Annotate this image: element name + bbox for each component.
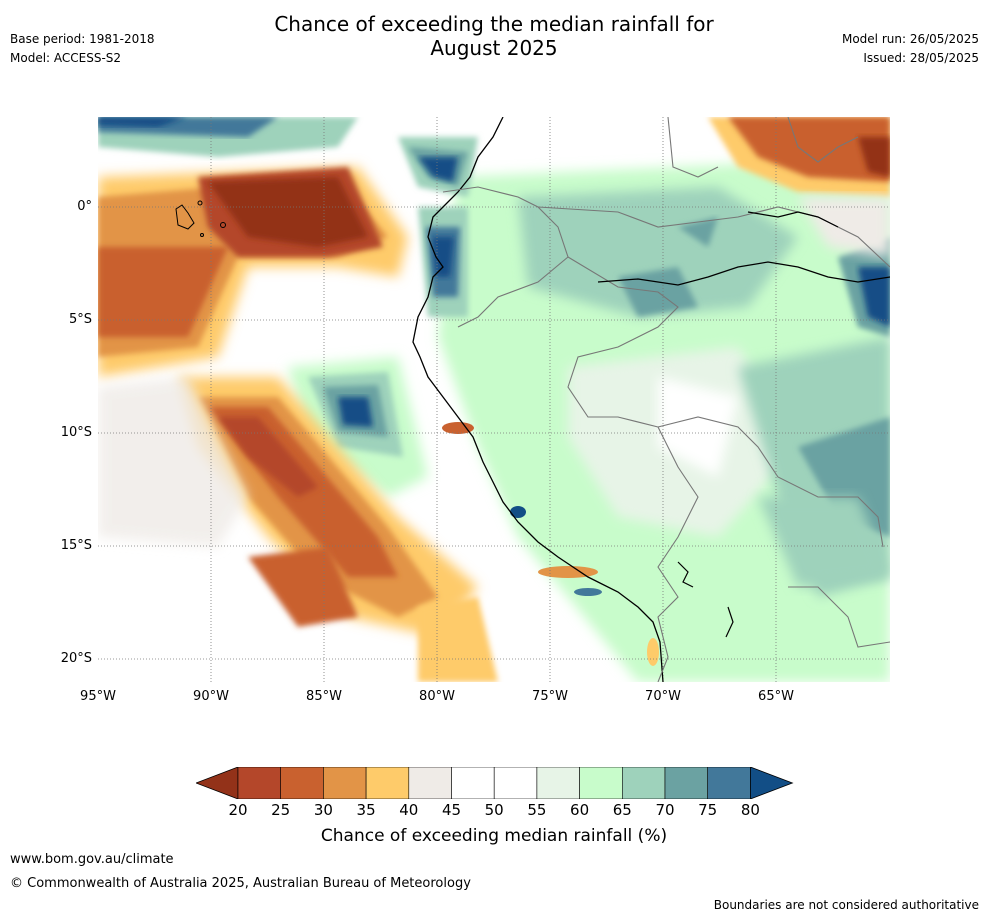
- copyright-text: © Commonwealth of Australia 2025, Austra…: [10, 876, 471, 891]
- lat-label: 0°: [77, 199, 92, 214]
- disclaimer-text: Boundaries are not considered authoritat…: [713, 898, 979, 912]
- colorbar-segment: [621, 766, 666, 800]
- model-run: Model run: 26/05/2025: [841, 32, 979, 46]
- coastline: [412, 117, 664, 682]
- title-line-2: August 2025: [430, 36, 558, 60]
- colorbar-tick-label: 70: [655, 801, 675, 819]
- base-period: Base period: 1981-2018: [10, 32, 155, 46]
- country-borders: [442, 117, 890, 682]
- colorbar-tick-label: 75: [698, 801, 718, 819]
- lon-label: 70°W: [645, 689, 681, 704]
- lon-label: 95°W: [80, 689, 116, 704]
- lon-label: 80°W: [419, 689, 455, 704]
- lat-label: 15°S: [60, 538, 92, 553]
- dry-spot: [647, 638, 659, 666]
- lat-label: 20°S: [60, 651, 92, 666]
- colorbar-arrow-low: [194, 766, 239, 800]
- dry-spot: [538, 566, 598, 578]
- colorbar-tick-label: 25: [271, 801, 291, 819]
- issued-date: Issued: 28/05/2025: [863, 51, 979, 65]
- colorbar-segment: [323, 766, 367, 800]
- model-name: Model: ACCESS-S2: [10, 51, 122, 65]
- colorbar-label: Chance of exceeding median rainfall (%): [320, 826, 668, 846]
- rainfall-map: [98, 117, 890, 682]
- meta-right: Model run: 26/05/2025 Issued: 28/05/2025: [842, 30, 979, 68]
- colorbar-tick-label: 45: [441, 801, 462, 819]
- colorbar-svg: [194, 766, 794, 800]
- lat-label: 10°S: [60, 425, 92, 440]
- title-line-1: Chance of exceeding the median rainfall …: [274, 12, 714, 36]
- lon-label: 65°W: [758, 689, 794, 704]
- colorbar-segment: [280, 766, 324, 800]
- colorbar-segment: [451, 766, 495, 800]
- colorbar-segment: [493, 766, 538, 800]
- lon-label: 85°W: [306, 689, 342, 704]
- colorbar-tick-label: 40: [399, 801, 419, 819]
- colorbar-tick-label: 50: [484, 801, 504, 819]
- colorbar-tick-label: 35: [356, 801, 376, 819]
- colorbar-tick-label: 30: [313, 801, 333, 819]
- graticule: [98, 117, 890, 682]
- colorbar-segment: [707, 766, 751, 800]
- colorbar-tick-label: 55: [527, 801, 547, 819]
- rainfall-field: [98, 117, 890, 682]
- colorbar-arrow-high: [750, 766, 794, 800]
- colorbar-tick-label: 20: [228, 801, 248, 819]
- colorbar-tick-label: 80: [740, 801, 760, 819]
- colorbar-segment: [664, 766, 709, 800]
- galapagos-islands: [175, 200, 226, 237]
- colorbar-segment: [579, 766, 623, 800]
- website-link[interactable]: www.bom.gov.au/climate: [10, 852, 174, 867]
- map-title: Chance of exceeding the median rainfall …: [0, 12, 988, 60]
- meta-left: Base period: 1981-2018 Model: ACCESS-S2: [10, 30, 155, 68]
- colorbar-segment: [536, 766, 580, 800]
- rivers: [597, 211, 890, 638]
- colorbar-tick-label: 60: [570, 801, 590, 819]
- dry-spot: [442, 422, 474, 434]
- colorbar-segment: [237, 766, 282, 800]
- colorbar-tick-label: 65: [612, 801, 632, 819]
- colorbar-segment: [408, 766, 452, 800]
- colorbar: [194, 766, 794, 800]
- lon-label: 75°W: [532, 689, 568, 704]
- lat-label: 5°S: [68, 312, 92, 327]
- wet-spot: [510, 506, 526, 518]
- colorbar-segment: [365, 766, 410, 800]
- rainfall-map-svg: [98, 117, 890, 682]
- lon-label: 90°W: [193, 689, 229, 704]
- wet-spot: [574, 588, 602, 596]
